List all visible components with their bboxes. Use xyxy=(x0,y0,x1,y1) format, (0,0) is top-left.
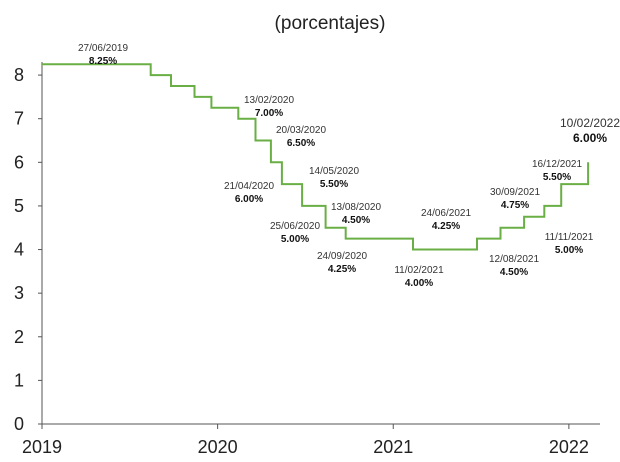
annotation-labels: 27/06/2019 8.25% 13/02/2020 7.00% 20/03/2020… xyxy=(78,43,620,289)
y-tick-label: 4 xyxy=(14,240,24,260)
y-tick-label: 7 xyxy=(14,109,24,129)
y-tick-label: 2 xyxy=(14,327,24,347)
annotation-date: 13/02/2020 xyxy=(244,95,294,106)
annotation-date: 14/05/2020 xyxy=(309,166,359,177)
annotation-value: 4.50% xyxy=(500,267,528,278)
annotation: 30/09/2021 4.75% xyxy=(490,187,540,211)
annotation-value: 5.50% xyxy=(543,172,571,183)
annotation: 13/08/2020 4.50% xyxy=(331,202,381,226)
annotation: 24/06/2021 4.25% xyxy=(421,208,471,232)
annotation: 11/02/2021 4.00% xyxy=(394,265,444,289)
annotation: 13/02/2020 7.00% xyxy=(244,95,294,119)
annotation: 27/06/2019 8.25% xyxy=(78,43,128,67)
annotation-date: 30/09/2021 xyxy=(490,187,540,198)
annotation-date: 25/06/2020 xyxy=(270,221,320,232)
annotation: 14/05/2020 5.50% xyxy=(309,166,359,190)
x-tick-label: 2022 xyxy=(549,437,589,457)
annotation-value: 5.00% xyxy=(281,234,309,245)
annotation: 24/09/2020 4.25% xyxy=(317,251,367,275)
y-tick-label: 8 xyxy=(14,65,24,85)
y-tick-label: 5 xyxy=(14,196,24,216)
chart-subtitle: (porcentajes) xyxy=(275,13,386,34)
series-line xyxy=(42,63,590,251)
y-tick-label: 3 xyxy=(14,283,24,303)
y-tick-label: 0 xyxy=(14,414,24,434)
annotation-value: 4.25% xyxy=(328,264,356,275)
annotation-value: 4.50% xyxy=(342,215,370,226)
annotation-value: 4.75% xyxy=(501,200,529,211)
annotation-date: 20/03/2020 xyxy=(276,125,326,136)
annotation: 25/06/2020 5.00% xyxy=(270,221,320,245)
annotation-value: 4.25% xyxy=(432,221,460,232)
annotation-date: 11/11/2021 xyxy=(545,232,594,243)
x-axis-ticks: 2019 2020 2021 2022 xyxy=(22,424,589,457)
x-tick-label: 2021 xyxy=(373,437,413,457)
annotation-date: 10/02/2022 xyxy=(560,116,620,130)
annotation-value: 8.25% xyxy=(89,56,117,67)
x-tick-label: 2019 xyxy=(22,437,62,457)
annotation-value: 7.00% xyxy=(255,108,283,119)
annotation-value: 6.00% xyxy=(573,131,607,145)
annotation-value: 6.00% xyxy=(235,194,263,205)
y-tick-label: 6 xyxy=(14,152,24,172)
annotation: 11/11/2021 5.00% xyxy=(545,232,594,256)
annotation-value: 4.00% xyxy=(405,278,433,289)
y-axis-ticks: 0 1 2 3 4 5 6 7 8 xyxy=(14,65,42,434)
annotation-date: 16/12/2021 xyxy=(532,159,582,170)
annotation: 20/03/2020 6.50% xyxy=(276,125,326,149)
annotation-value: 5.00% xyxy=(555,245,583,256)
annotation: 21/04/2020 6.00% xyxy=(224,181,274,205)
annotation-value: 6.50% xyxy=(287,138,315,149)
y-tick-label: 1 xyxy=(14,370,24,390)
annotation-date: 11/02/2021 xyxy=(394,265,444,276)
annotation-date: 21/04/2020 xyxy=(224,181,274,192)
annotation-date: 12/08/2021 xyxy=(489,254,539,265)
annotation-date: 27/06/2019 xyxy=(78,43,128,54)
annotation-date: 24/09/2020 xyxy=(317,251,367,262)
annotation-date: 24/06/2021 xyxy=(421,208,471,219)
annotation-value: 5.50% xyxy=(320,179,348,190)
annotation: 16/12/2021 5.50% xyxy=(532,159,582,183)
annotation: 12/08/2021 4.50% xyxy=(489,254,539,278)
x-tick-label: 2020 xyxy=(198,437,238,457)
annotation-date: 13/08/2020 xyxy=(331,202,381,213)
